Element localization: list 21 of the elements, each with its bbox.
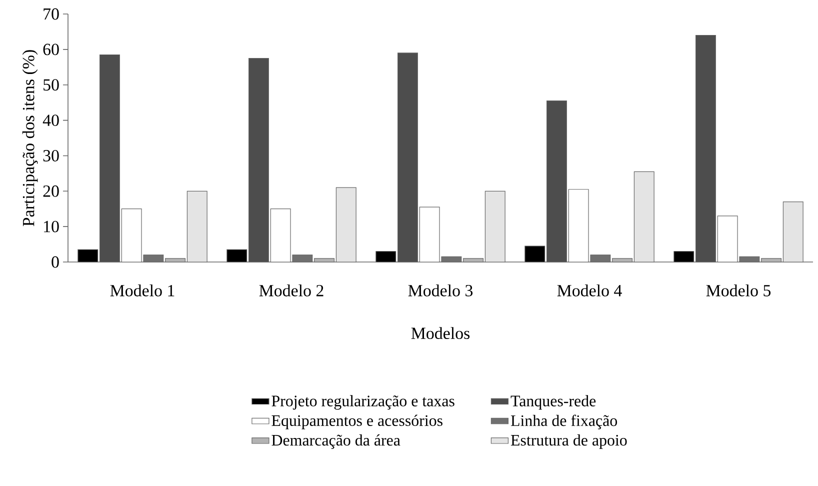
y-tick-label: 40 — [42, 114, 59, 126]
legend-label: Linha de fixação — [510, 414, 618, 430]
y-axis-title: Participação dos itens (%) — [22, 50, 38, 226]
y-tick-label: 60 — [43, 44, 59, 56]
legend-label: Tanques-rede — [510, 395, 596, 410]
legend-label: Estrutura de apoio — [510, 434, 627, 449]
legend-label: Demarcação da área — [272, 434, 400, 449]
y-tick-label: 50 — [44, 79, 59, 91]
x-axis-title: Modelos — [411, 327, 470, 340]
x-tick-label: Modelo 3 — [408, 284, 473, 296]
x-tick-label: Modelo 4 — [557, 284, 622, 296]
y-tick-label: 70 — [44, 8, 59, 20]
y-tick-label: 0 — [52, 256, 59, 268]
x-tick-label: Modelo 1 — [110, 284, 174, 296]
x-tick-label: Modelo 2 — [259, 284, 324, 296]
y-tick-label: 20 — [43, 185, 59, 197]
y-tick-label: 10 — [44, 220, 59, 232]
legend-label: Projeto regularização e taxas — [272, 395, 454, 410]
legend-label: Equipamentos e acessórios — [272, 414, 442, 430]
y-tick-label: 30 — [43, 150, 59, 162]
x-tick-label: Modelo 5 — [706, 284, 771, 296]
